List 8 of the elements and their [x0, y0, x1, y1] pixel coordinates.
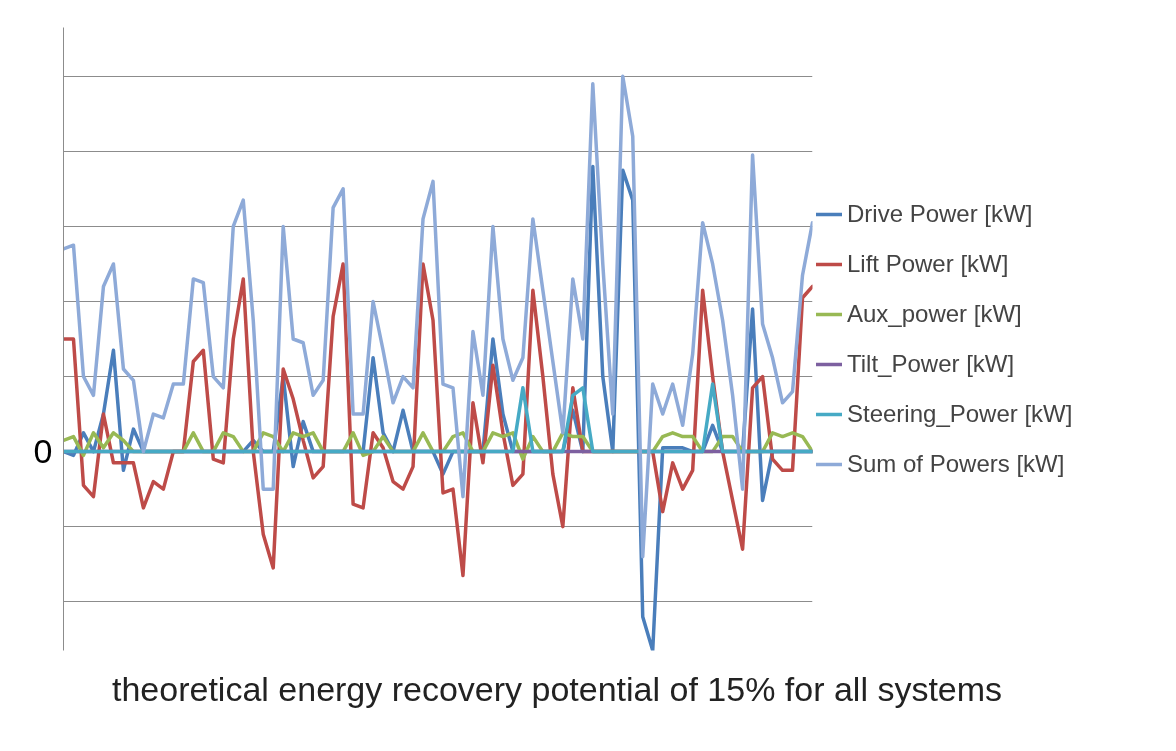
- text: theoretical energy recovery potential of 15% for all systems: [112, 669, 1003, 710]
- legend-label: Lift Power [kW]: [847, 249, 1009, 278]
- legend-label: Sum of Powers [kW]: [847, 449, 1065, 478]
- text: 0: [33, 432, 53, 471]
- legend-label: Tilt_Power [kW]: [847, 349, 1015, 378]
- legend-label: Drive Power [kW]: [847, 199, 1033, 228]
- legend-label: Steering_Power [kW]: [847, 399, 1073, 428]
- legend-label: Aux_power [kW]: [847, 299, 1022, 328]
